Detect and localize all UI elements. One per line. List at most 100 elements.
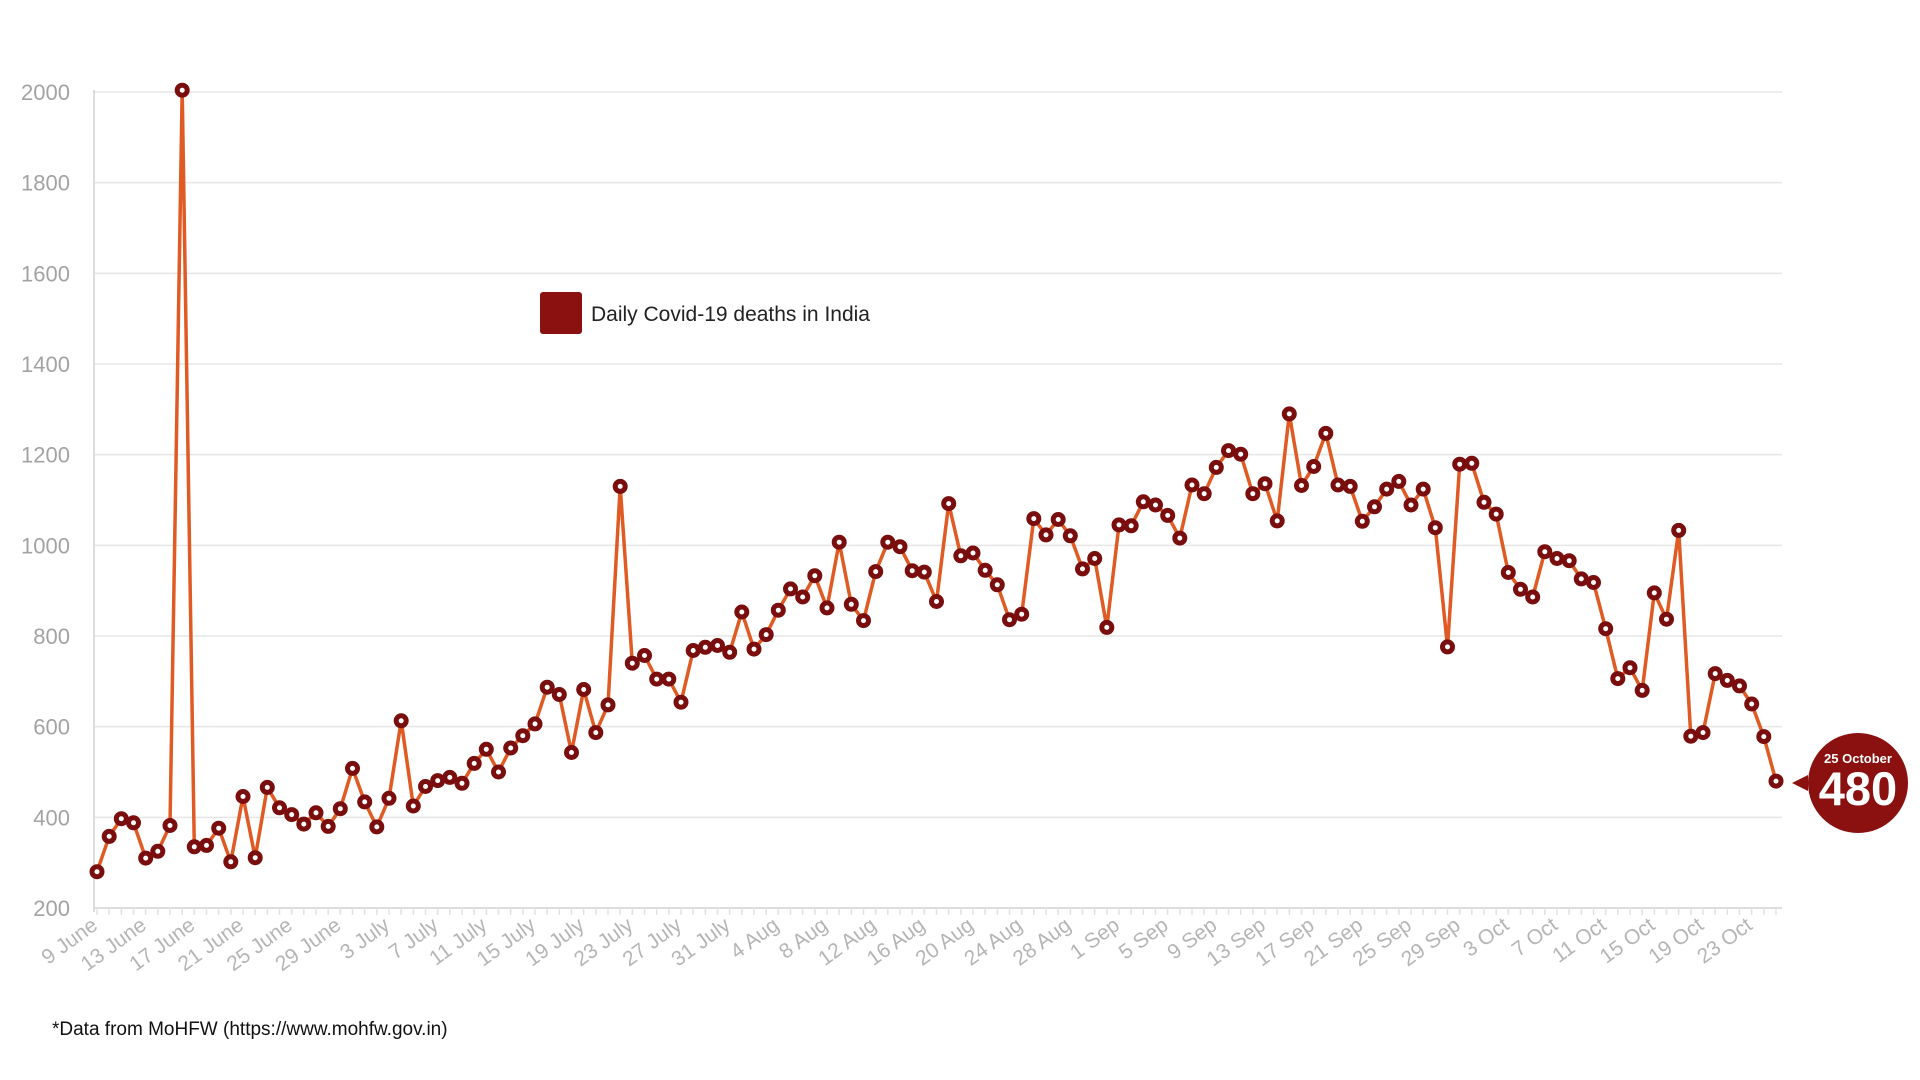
- data-point: [1549, 551, 1565, 566]
- data-point: [296, 816, 312, 832]
- data-point: [259, 779, 275, 795]
- data-point: [89, 864, 105, 880]
- callout-pointer: [1792, 775, 1808, 791]
- data-point: [1367, 499, 1382, 515]
- data-point: [916, 564, 932, 580]
- data-point: [393, 713, 409, 729]
- data-point: [1586, 575, 1601, 590]
- data-point: [1135, 494, 1151, 510]
- data-point: [1598, 621, 1614, 637]
- data-point: [1646, 585, 1662, 601]
- data-point: [746, 641, 762, 657]
- data-point: [624, 655, 640, 671]
- legend: Daily Covid-19 deaths in India: [540, 292, 870, 334]
- data-point: [892, 539, 908, 555]
- data-point: [1732, 678, 1747, 694]
- data-point: [199, 837, 214, 853]
- data-point: [1391, 473, 1407, 489]
- y-axis: 200 400 600 800 1000 1200 1400 1600 1800 2000: [21, 80, 70, 921]
- data-point: [637, 648, 652, 663]
- data-point: [1330, 477, 1346, 493]
- data-point: [466, 755, 482, 771]
- data-point: [454, 775, 470, 791]
- data-point: [843, 596, 859, 612]
- data-point: [272, 800, 287, 816]
- data-point: [150, 843, 166, 859]
- data-point: [174, 82, 190, 98]
- y-tick-label: 1200: [21, 443, 70, 468]
- data-point: [1002, 612, 1017, 628]
- data-point: [223, 854, 239, 870]
- data-point: [503, 740, 519, 756]
- data-point: [1452, 456, 1468, 472]
- data-point: [697, 639, 713, 655]
- data-point: [1610, 671, 1626, 687]
- data-point: [1257, 476, 1273, 492]
- data-point: [1695, 725, 1711, 741]
- data-point: [1488, 506, 1504, 522]
- data-point: [989, 577, 1005, 593]
- series-line: [95, 88, 1778, 873]
- data-point: [1744, 696, 1760, 712]
- x-tick-label: 11 Oct: [1548, 913, 1610, 967]
- data-point: [1379, 481, 1395, 497]
- data-point: [381, 790, 397, 806]
- data-point: [880, 534, 896, 550]
- data-point: [1464, 455, 1480, 471]
- data-point: [1683, 728, 1699, 744]
- x-tick-label: 15 Oct: [1596, 913, 1660, 968]
- data-point: [1026, 511, 1042, 527]
- data-point: [1342, 478, 1358, 494]
- x-tick-label: 3 Oct: [1459, 913, 1513, 961]
- data-point: [1281, 406, 1297, 422]
- x-tick-label: 4 Aug: [726, 913, 783, 963]
- data-point: [1354, 513, 1370, 529]
- data-point: [284, 807, 300, 823]
- grid: [94, 91, 1782, 909]
- data-point: [1634, 682, 1650, 698]
- data-point: [1622, 660, 1638, 676]
- data-point: [1099, 619, 1115, 635]
- data-point: [308, 805, 324, 821]
- data-point: [211, 820, 227, 836]
- y-tick-label: 2000: [21, 80, 70, 105]
- data-point: [1160, 507, 1176, 523]
- x-tick-label: 19 Oct: [1644, 913, 1708, 968]
- data-point: [320, 818, 336, 834]
- data-point: [1306, 459, 1322, 474]
- data-point: [1123, 518, 1139, 534]
- data-point: [1573, 571, 1589, 587]
- data-point: [1148, 497, 1163, 513]
- data-point: [1111, 517, 1127, 533]
- data-point: [710, 638, 725, 653]
- data-point: [113, 811, 129, 827]
- data-point: [977, 562, 993, 578]
- data-point: [332, 801, 348, 817]
- data-point: [1403, 497, 1419, 513]
- data-point: [831, 534, 847, 550]
- data-point: [515, 728, 531, 744]
- data-point: [491, 764, 506, 780]
- data-point: [1075, 561, 1090, 577]
- data-point: [576, 682, 592, 697]
- data-point: [673, 694, 689, 710]
- y-tick-label: 200: [33, 896, 70, 921]
- data-point: [612, 478, 628, 494]
- data-point: [551, 687, 567, 702]
- data-point: [1062, 528, 1078, 544]
- data-point: [758, 627, 774, 643]
- data-point: [1172, 530, 1188, 546]
- y-tick-label: 1600: [21, 261, 70, 286]
- data-point: [965, 545, 981, 561]
- data-point: [929, 594, 944, 609]
- data-point: [685, 643, 701, 658]
- data-point: [1184, 477, 1200, 493]
- data-point: [1756, 729, 1772, 745]
- data-point: [734, 604, 750, 620]
- data-point: [1245, 486, 1261, 502]
- data-point: [856, 613, 871, 629]
- data-point: [1269, 513, 1285, 529]
- data-point: [1525, 589, 1541, 605]
- y-tick-label: 1000: [21, 533, 70, 558]
